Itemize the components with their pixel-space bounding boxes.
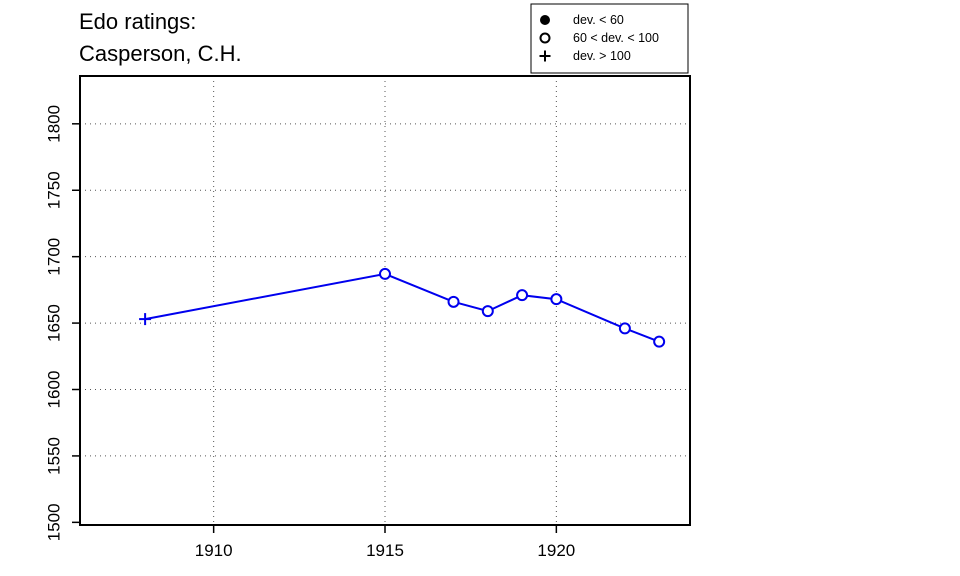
legend-marker-1 bbox=[539, 32, 551, 44]
data-point-1918 bbox=[481, 305, 494, 318]
y-tick-label-1550: 1550 bbox=[45, 437, 64, 475]
axis-ticks: 1910 1915 1920 1500 1550 1600 1650 1700 1750 1800 bbox=[45, 105, 576, 560]
plot-frame bbox=[79, 75, 691, 526]
legend-marker-2 bbox=[539, 50, 551, 62]
data-point-1919 bbox=[516, 289, 529, 302]
y-tick-label-1750: 1750 bbox=[45, 171, 64, 209]
legend-label-1: 60 < dev. < 100 bbox=[573, 31, 659, 45]
legend-box bbox=[530, 3, 689, 74]
chart-title-line-2: Casperson, C.H. bbox=[79, 41, 242, 66]
data-point-1922 bbox=[618, 322, 631, 335]
chart-title-line-1: Edo ratings: bbox=[79, 9, 197, 34]
data-point-1915 bbox=[379, 267, 391, 280]
grid-lines bbox=[80, 76, 690, 525]
data-point-1920 bbox=[550, 293, 563, 306]
y-tick-label-1650: 1650 bbox=[45, 304, 64, 342]
x-tick-label-1915: 1915 bbox=[366, 541, 404, 560]
x-tick-label-1910: 1910 bbox=[195, 541, 233, 560]
rating-line bbox=[144, 272, 660, 343]
data-point-1923 bbox=[653, 335, 666, 348]
legend: dev. < 60 60 < dev. < 100 dev. > 100 bbox=[530, 3, 689, 74]
rating-series bbox=[139, 267, 666, 348]
data-point-1908 bbox=[139, 313, 152, 326]
legend-label-0: dev. < 60 bbox=[573, 13, 624, 27]
y-tick-label-1700: 1700 bbox=[45, 238, 64, 276]
y-tick-label-1500: 1500 bbox=[45, 503, 64, 541]
y-tick-label-1800: 1800 bbox=[45, 105, 64, 143]
data-point-1917 bbox=[447, 295, 460, 308]
legend-label-2: dev. > 100 bbox=[573, 49, 631, 63]
x-tick-label-1920: 1920 bbox=[537, 541, 575, 560]
y-tick-label-1600: 1600 bbox=[45, 371, 64, 409]
legend-marker-0 bbox=[540, 15, 550, 25]
